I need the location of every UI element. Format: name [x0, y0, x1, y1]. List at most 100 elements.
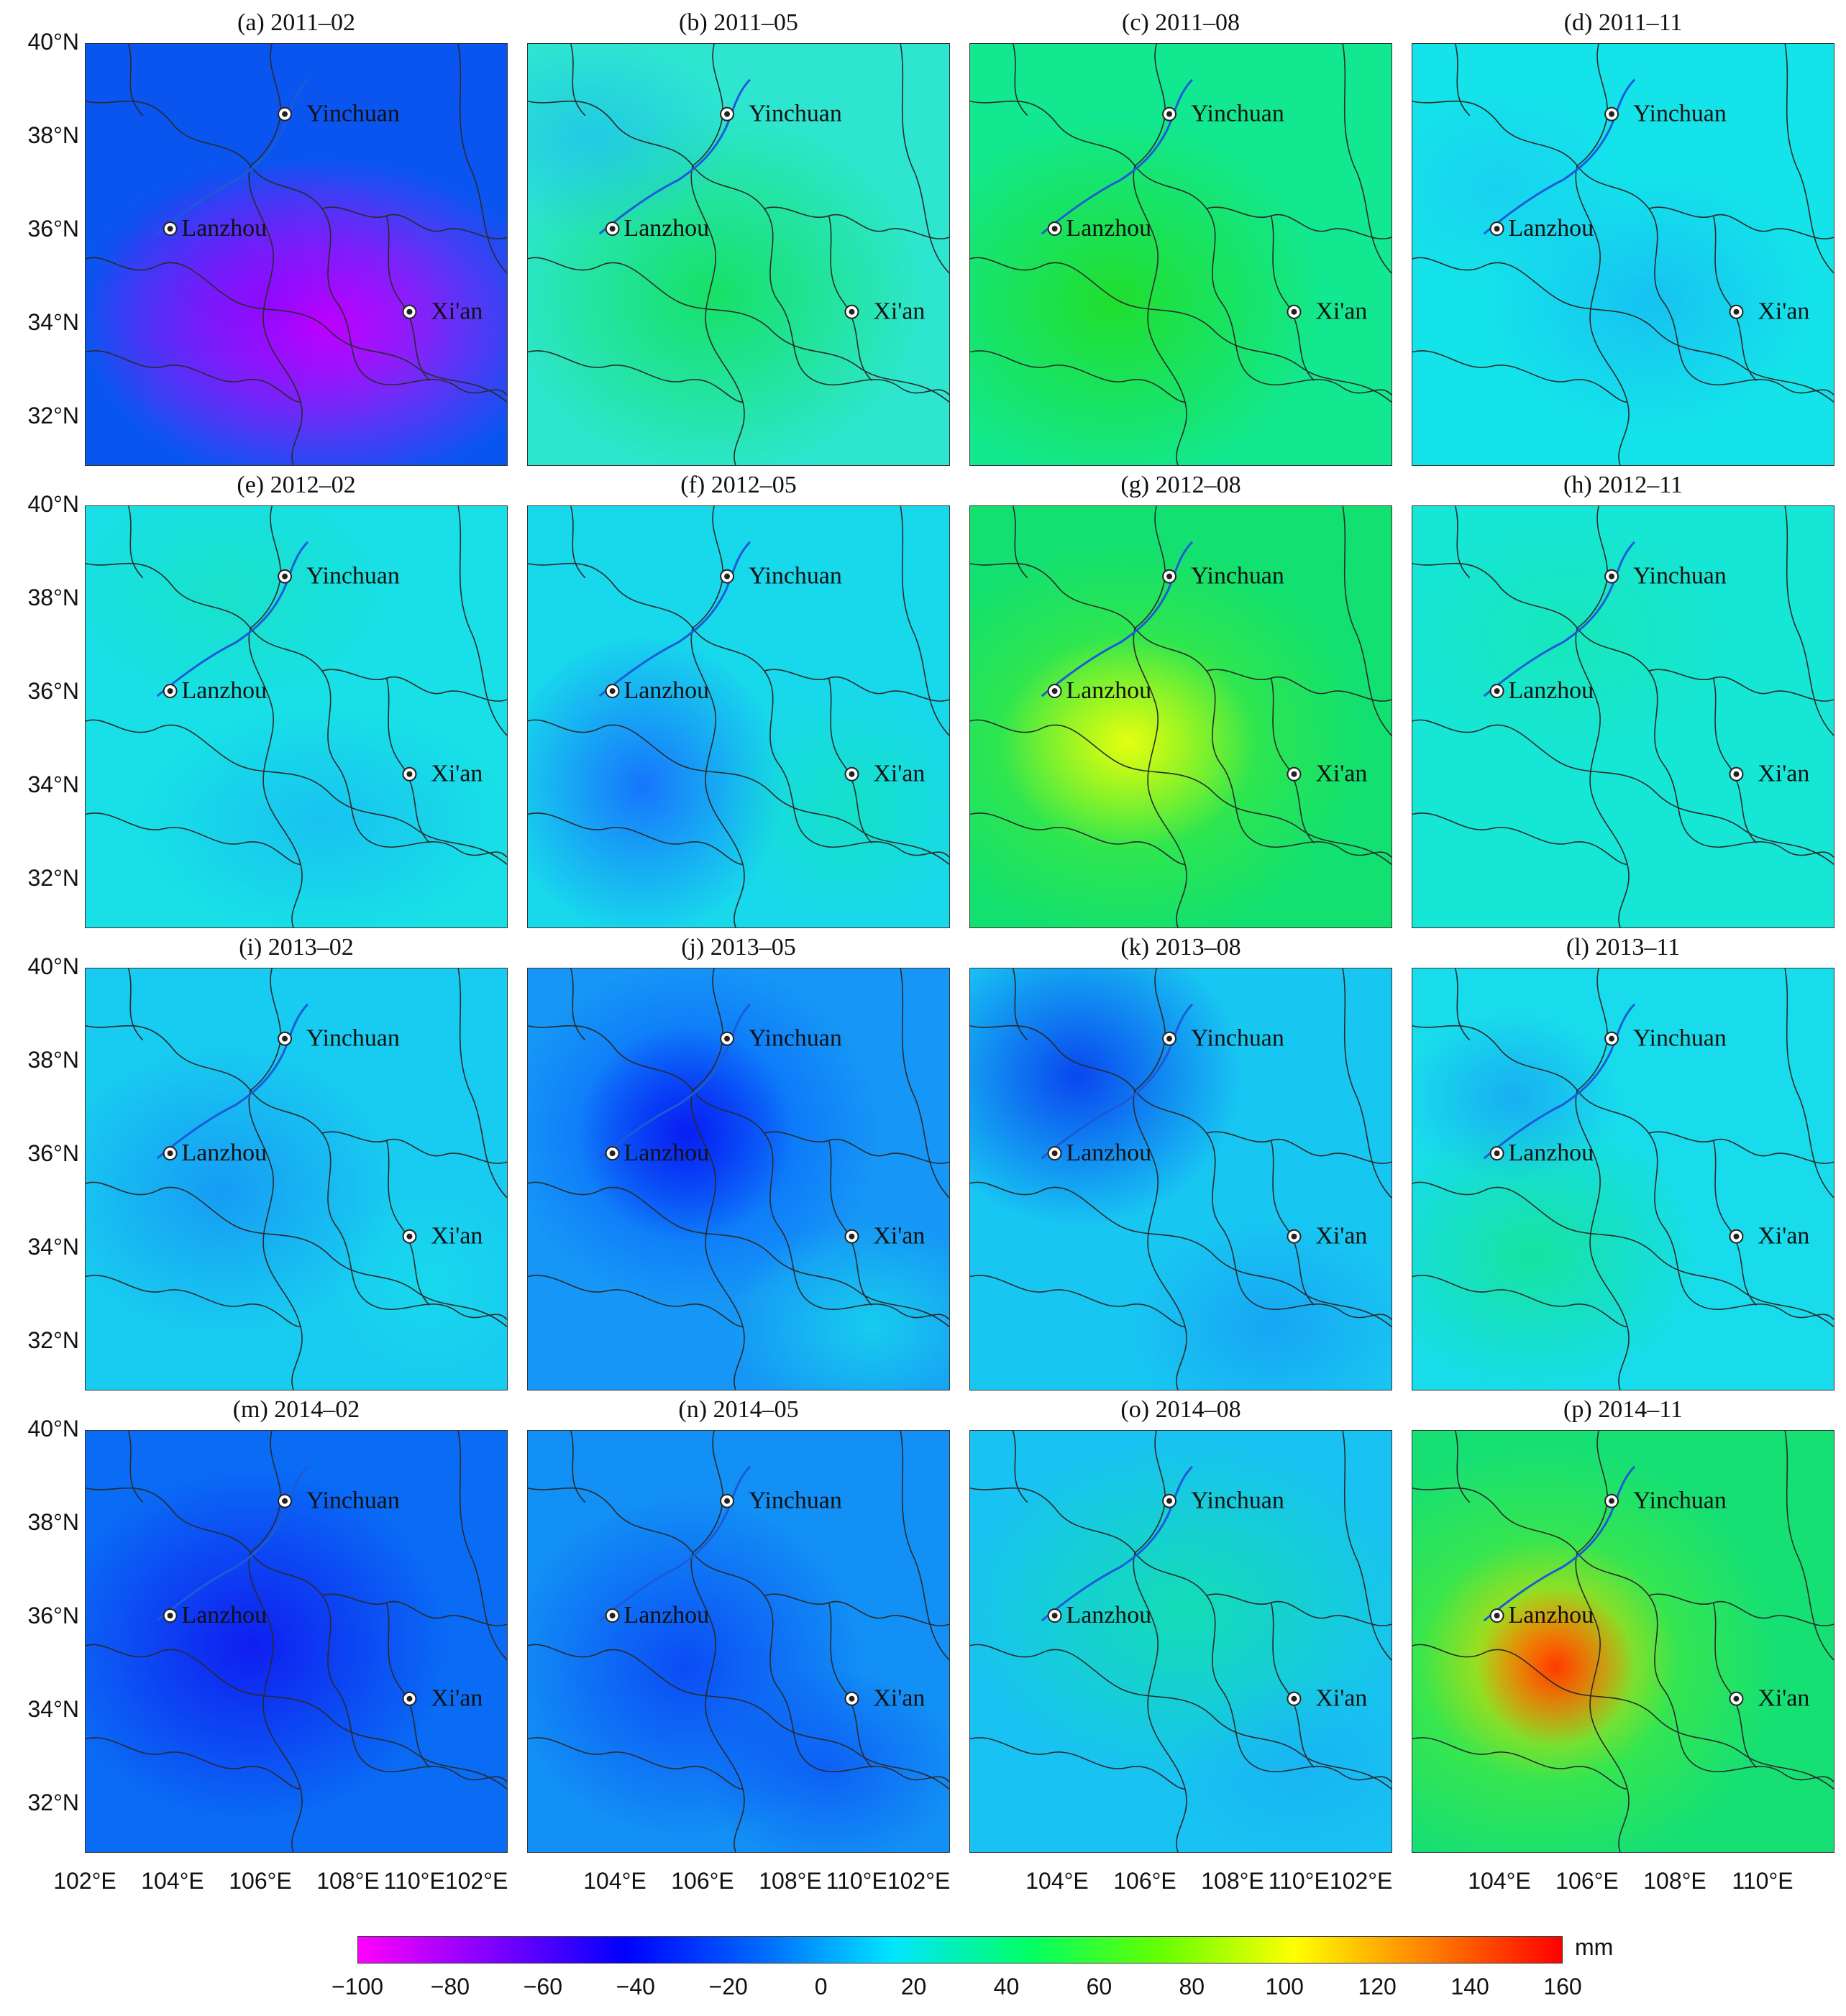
city-label: Xi'an	[873, 1223, 925, 1250]
colorbar-tick-label: −100	[331, 1974, 384, 1999]
province-boundary	[1134, 968, 1166, 1091]
latitude-tick-label: 38°N	[27, 122, 80, 148]
latitude-tick-label: 32°N	[27, 1790, 80, 1815]
province-boundary	[1576, 1431, 1608, 1554]
province-boundary	[457, 506, 507, 736]
province-boundary	[1784, 44, 1834, 274]
province-boundary	[764, 1131, 949, 1164]
city-marker-dot	[282, 573, 288, 579]
colorbar-tick-label: −40	[616, 1974, 655, 1999]
map-panel: Yinchuan Lanzhou Xi'an	[527, 968, 950, 1390]
province-boundary	[250, 44, 281, 167]
city-label: Xi'an	[1315, 1685, 1367, 1712]
city-marker-dot	[724, 1498, 731, 1504]
province-boundary	[1712, 215, 1757, 381]
deformation-field	[577, 1025, 793, 1241]
city-marker-dot	[849, 1695, 855, 1702]
city-label: Lanzhou	[1066, 215, 1152, 242]
province-boundary	[128, 506, 144, 579]
province-boundary	[1412, 1275, 1628, 1328]
city-label: Yinchuan	[1633, 563, 1727, 590]
river-line	[1483, 541, 1636, 697]
panel-title: (g) 2012–08	[1120, 472, 1241, 498]
longitude-tick-label: 108°E	[1643, 1868, 1706, 1894]
city-marker-dot	[1166, 573, 1173, 579]
map-panel: Yinchuan Lanzhou Xi'an	[1412, 505, 1834, 928]
city-marker-dot	[1494, 688, 1500, 695]
longitude-tick-label: 106°E	[229, 1868, 292, 1894]
province-boundary	[86, 1737, 301, 1790]
city-marker-dot	[1733, 308, 1740, 315]
province-boundary	[828, 677, 872, 843]
province-boundary	[248, 628, 303, 927]
longitude-tick-label: 110°E102°E	[383, 1868, 508, 1894]
city-marker-dot	[1494, 226, 1500, 232]
latitude-tick-label: 40°N	[27, 1416, 80, 1442]
province-boundary	[86, 100, 507, 395]
province-boundary	[1784, 506, 1834, 736]
province-boundary	[1206, 669, 1392, 702]
province-boundary	[692, 44, 723, 167]
province-boundary	[1270, 677, 1315, 843]
province-boundary	[1270, 1602, 1315, 1768]
province-boundary	[1412, 350, 1628, 403]
map-panel: Yinchuan Lanzhou Xi'an	[85, 1430, 508, 1853]
river-line	[156, 541, 309, 697]
panel-title: (n) 2014–05	[678, 1396, 799, 1423]
province-boundary	[1455, 506, 1471, 579]
city-label: Yinchuan	[1191, 563, 1284, 590]
latitude-tick-label: 32°N	[27, 1327, 80, 1353]
city-marker-dot	[1291, 1233, 1297, 1240]
colorbar-tick-label: 160	[1543, 1974, 1582, 1999]
city-marker-dot	[167, 226, 173, 232]
province-boundary	[764, 669, 949, 702]
panel-title: (l) 2013–11	[1566, 934, 1681, 961]
city-label: Yinchuan	[1633, 1025, 1727, 1052]
longitude-tick-label: 110°E102°E	[1268, 1868, 1393, 1894]
longitude-tick-label: 106°E	[1555, 1868, 1619, 1894]
colorbar-tick-label: −80	[430, 1974, 470, 1999]
province-boundary	[1575, 1090, 1630, 1390]
deformation-field	[86, 1047, 394, 1334]
city-label: Xi'an	[1315, 298, 1367, 325]
province-boundary	[970, 1737, 1186, 1790]
colorbar-tick-label: 0	[814, 1974, 828, 1999]
map-panel: Yinchuan Lanzhou Xi'an	[527, 43, 950, 466]
colorbar-tick-label: 20	[900, 1974, 927, 1999]
deformation-field	[528, 44, 736, 238]
map-panel: Yinchuan Lanzhou Xi'an	[969, 1430, 1392, 1853]
province-boundary	[1133, 1552, 1187, 1852]
province-boundary	[86, 719, 507, 865]
province-boundary	[1712, 1602, 1757, 1768]
city-label: Xi'an	[1315, 761, 1367, 787]
city-marker-dot	[1291, 1695, 1297, 1702]
province-boundary	[692, 1431, 723, 1554]
city-label: Lanzhou	[1509, 215, 1594, 242]
city-marker-dot	[1291, 308, 1297, 315]
panel-title: (b) 2011–05	[679, 9, 798, 36]
province-boundary	[970, 812, 1186, 866]
province-boundary	[528, 812, 744, 866]
province-boundary	[248, 1090, 303, 1390]
latitude-tick-label: 32°N	[27, 865, 80, 891]
province-boundary	[528, 562, 949, 858]
city-marker-dot	[167, 688, 173, 695]
province-boundary	[1133, 1090, 1187, 1390]
latitude-tick-label: 36°N	[27, 1140, 80, 1166]
city-label: Lanzhou	[1066, 1602, 1152, 1628]
province-boundary	[321, 1593, 507, 1626]
city-marker-dot	[1733, 1695, 1740, 1702]
colorbar	[357, 1936, 1563, 1964]
city-label: Xi'an	[873, 1685, 925, 1712]
province-boundary	[1412, 100, 1834, 395]
longitude-tick-label: 108°E	[759, 1868, 822, 1894]
colorbar-tick-label: 100	[1265, 1974, 1304, 1999]
city-label: Yinchuan	[1633, 1488, 1727, 1514]
province-boundary	[1412, 1737, 1628, 1790]
city-label: Lanzhou	[1066, 677, 1152, 704]
city-marker-dot	[406, 1695, 413, 1702]
province-boundary	[1455, 44, 1471, 116]
map-panel: Yinchuan Lanzhou Xi'an	[85, 968, 508, 1390]
colorbar-unit: mm	[1575, 1934, 1614, 1960]
